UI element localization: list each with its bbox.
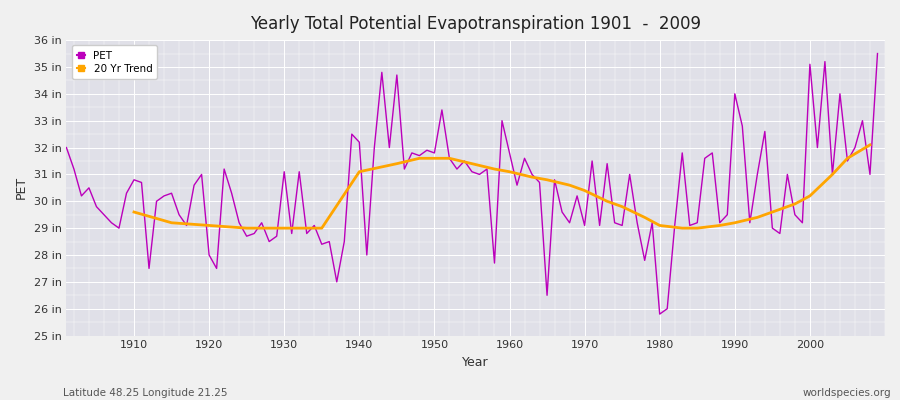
Y-axis label: PET: PET (15, 176, 28, 200)
Legend: PET, 20 Yr Trend: PET, 20 Yr Trend (72, 45, 158, 79)
Text: Latitude 48.25 Longitude 21.25: Latitude 48.25 Longitude 21.25 (63, 388, 228, 398)
X-axis label: Year: Year (463, 356, 489, 369)
Text: worldspecies.org: worldspecies.org (803, 388, 891, 398)
Title: Yearly Total Potential Evapotranspiration 1901  -  2009: Yearly Total Potential Evapotranspiratio… (250, 15, 701, 33)
